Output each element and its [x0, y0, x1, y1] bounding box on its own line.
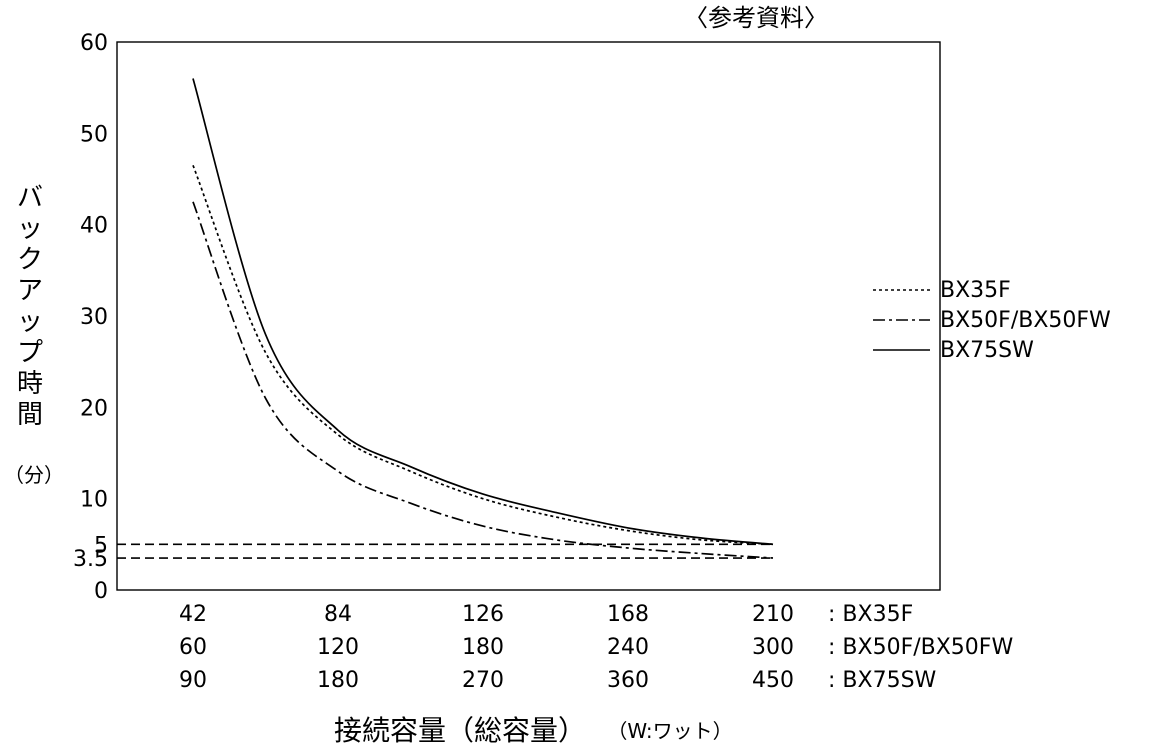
category-row-name: : BX50F/BX50FW [828, 635, 1013, 660]
x-category-label: 270 [462, 668, 504, 693]
x-axis-label: 接続容量（総容量） [334, 714, 586, 747]
x-category-label: 450 [752, 668, 794, 693]
x-category-label: 90 [179, 668, 207, 693]
y-tick-label: 40 [80, 214, 108, 239]
y-tick-label: 3.5 [73, 547, 108, 572]
x-category-label: 210 [752, 602, 794, 627]
series-line-1 [192, 201, 774, 559]
y-tick-label: 10 [80, 488, 108, 513]
reference-note: 〈参考資料〉 [684, 4, 828, 32]
legend-label-bx75sw: BX75SW [940, 338, 1034, 363]
series-line-2 [192, 78, 774, 546]
category-row-name: : BX75SW [828, 668, 937, 693]
x-category-label: 42 [179, 602, 207, 627]
y-tick-label: 30 [80, 305, 108, 330]
legend-label-bx35f: BX35F [940, 278, 1011, 303]
x-category-labels: 42 84 126 168 210 : BX35F 60 120 180 240 300 : BX50… [179, 602, 1013, 693]
legend: BX35F BX50F/BX50FW BX75SW [873, 278, 1111, 363]
reference-lines [117, 543, 773, 559]
y-tick-label: 0 [94, 579, 108, 604]
legend-label-bx50f: BX50F/BX50FW [940, 308, 1111, 333]
y-axis-ticks: 60 50 40 30 20 10 53.5 0 [73, 31, 108, 604]
x-axis-unit: （W:ワット） [607, 719, 732, 743]
y-tick-label: 50 [80, 122, 108, 147]
y-tick-label: 20 [80, 396, 108, 421]
x-category-label: 180 [317, 668, 359, 693]
x-category-label: 120 [317, 635, 359, 660]
y-axis-label: バックアップ時間 [17, 183, 43, 430]
x-category-label: 300 [752, 635, 794, 660]
x-category-label: 60 [179, 635, 207, 660]
y-tick-label: 60 [80, 31, 108, 56]
category-row-name: : BX35F [828, 602, 913, 627]
y-tick-label: 5 [94, 533, 108, 558]
x-category-label: 126 [462, 602, 504, 627]
x-category-label: 240 [607, 635, 649, 660]
plot-area-frame [116, 41, 941, 591]
series-line-0 [192, 164, 774, 546]
x-category-label: 360 [607, 668, 649, 693]
x-category-label: 168 [607, 602, 649, 627]
x-category-label: 84 [324, 602, 352, 627]
series-lines [192, 78, 774, 559]
y-axis-unit: （分） [4, 463, 64, 487]
x-category-label: 180 [462, 635, 504, 660]
